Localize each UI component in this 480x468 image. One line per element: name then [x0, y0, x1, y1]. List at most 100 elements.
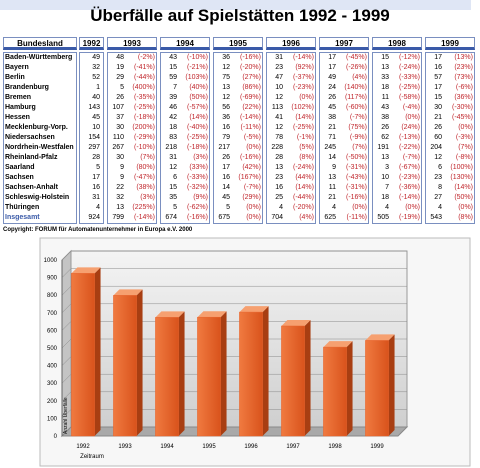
y-tick-label: 400: [47, 364, 58, 370]
y-tick-label: 500: [47, 346, 58, 352]
value-cell: 23: [275, 64, 283, 71]
percent-cell: (-22%): [398, 144, 420, 151]
x-tick-label: 1997: [286, 444, 300, 450]
value-cell: 5: [96, 164, 100, 171]
percent-cell: (14%): [189, 114, 208, 121]
percent-cell: (200%): [132, 124, 155, 131]
percent-cell: (0%): [352, 204, 367, 211]
bar-top: [71, 267, 101, 274]
percent-cell: (130%): [450, 174, 473, 181]
percent-cell: (-25%): [398, 84, 420, 91]
percent-cell: (0%): [246, 144, 261, 151]
value-cell: 32: [116, 194, 124, 201]
percent-cell: (-60%): [345, 104, 367, 111]
grid-line: [61, 285, 407, 296]
percent-cell: (-7%): [243, 184, 261, 191]
value-cell: 75: [222, 74, 230, 81]
percent-cell: (86%): [242, 84, 261, 91]
value-cell: 10: [381, 174, 389, 181]
y-tick-label: 600: [47, 328, 58, 334]
column-box: [160, 52, 210, 224]
value-cell: 27: [434, 194, 442, 201]
bar-side: [304, 320, 311, 436]
bar: [197, 316, 221, 437]
value-cell: 15: [434, 94, 442, 101]
x-tick-label: 1995: [202, 444, 216, 450]
y-axis-label: Anzahl Überfälle: [62, 397, 69, 434]
percent-cell: (-6%): [455, 84, 473, 91]
value-cell: 37: [116, 114, 124, 121]
value-cell: 11: [381, 94, 389, 101]
percent-cell: (102%): [291, 104, 314, 111]
percent-cell: (-58%): [398, 94, 420, 101]
value-cell: 49: [92, 54, 100, 61]
value-cell: 16: [275, 184, 283, 191]
total-band: [0, 0, 471, 10]
value-cell: 31: [92, 194, 100, 201]
percent-cell: (-31%): [345, 164, 367, 171]
value-cell: 22: [116, 184, 124, 191]
value-cell: 543: [430, 214, 442, 221]
percent-cell: (42%): [242, 164, 261, 171]
bar-top: [323, 341, 353, 348]
row-label: Rheinland-Pfalz: [5, 154, 58, 161]
bar-top: [113, 289, 143, 296]
header-cell: 1999: [441, 39, 459, 48]
value-cell: 9: [120, 164, 124, 171]
value-cell: 26: [116, 94, 124, 101]
percent-cell: (-33%): [398, 74, 420, 81]
percent-cell: (23%): [454, 64, 473, 71]
percent-cell: (0%): [299, 94, 314, 101]
x-tick-label: 1993: [118, 444, 132, 450]
bar-top: [239, 306, 269, 313]
bar-top: [281, 320, 311, 326]
bar: [113, 295, 137, 437]
percent-cell: (7%): [458, 144, 473, 151]
value-cell: 60: [434, 134, 442, 141]
bar-top: [365, 334, 395, 341]
value-cell: 30: [434, 104, 442, 111]
value-cell: 31: [275, 54, 283, 61]
percent-cell: (-12%): [398, 54, 420, 61]
value-cell: 17: [92, 174, 100, 181]
percent-cell: (14%): [454, 184, 473, 191]
value-cell: 228: [271, 144, 283, 151]
value-cell: 23: [275, 174, 283, 181]
percent-cell: (-33%): [186, 174, 208, 181]
value-cell: 17: [434, 54, 442, 61]
value-cell: 78: [275, 134, 283, 141]
value-cell: 10: [275, 84, 283, 91]
row-label: Niedersachsen: [5, 134, 55, 141]
value-cell: 107: [112, 104, 124, 111]
value-cell: 7: [385, 184, 389, 191]
value-cell: 1: [96, 84, 100, 91]
value-cell: 674: [165, 214, 177, 221]
percent-cell: (-18%): [133, 114, 155, 121]
percent-cell: (-45%): [345, 54, 367, 61]
percent-cell: (38%): [136, 184, 155, 191]
value-cell: 5: [120, 84, 124, 91]
value-cell: 28: [92, 154, 100, 161]
percent-cell: (-43%): [345, 174, 367, 181]
percent-cell: (-23%): [292, 84, 314, 91]
percent-cell: (-67%): [398, 164, 420, 171]
percent-cell: (-9%): [349, 134, 367, 141]
value-cell: 16: [222, 174, 230, 181]
percent-cell: (-16%): [345, 194, 367, 201]
value-cell: 218: [165, 144, 177, 151]
value-cell: 35: [169, 194, 177, 201]
value-cell: 11: [328, 184, 336, 191]
bar-side: [346, 341, 353, 436]
value-cell: 16: [92, 184, 100, 191]
value-cell: 36: [222, 114, 230, 121]
value-cell: 625: [324, 214, 336, 221]
row-label: Hamburg: [5, 104, 36, 111]
value-cell: 4: [385, 204, 389, 211]
column-box: [107, 52, 157, 224]
x-tick-label: 1994: [160, 444, 174, 450]
title: Überfälle auf Spielstätten 1992 - 1999: [90, 6, 390, 25]
percent-cell: (14%): [295, 114, 314, 121]
percent-cell: (-57%): [186, 104, 208, 111]
bar-side: [388, 334, 395, 436]
row-label: Bayern: [5, 64, 29, 71]
